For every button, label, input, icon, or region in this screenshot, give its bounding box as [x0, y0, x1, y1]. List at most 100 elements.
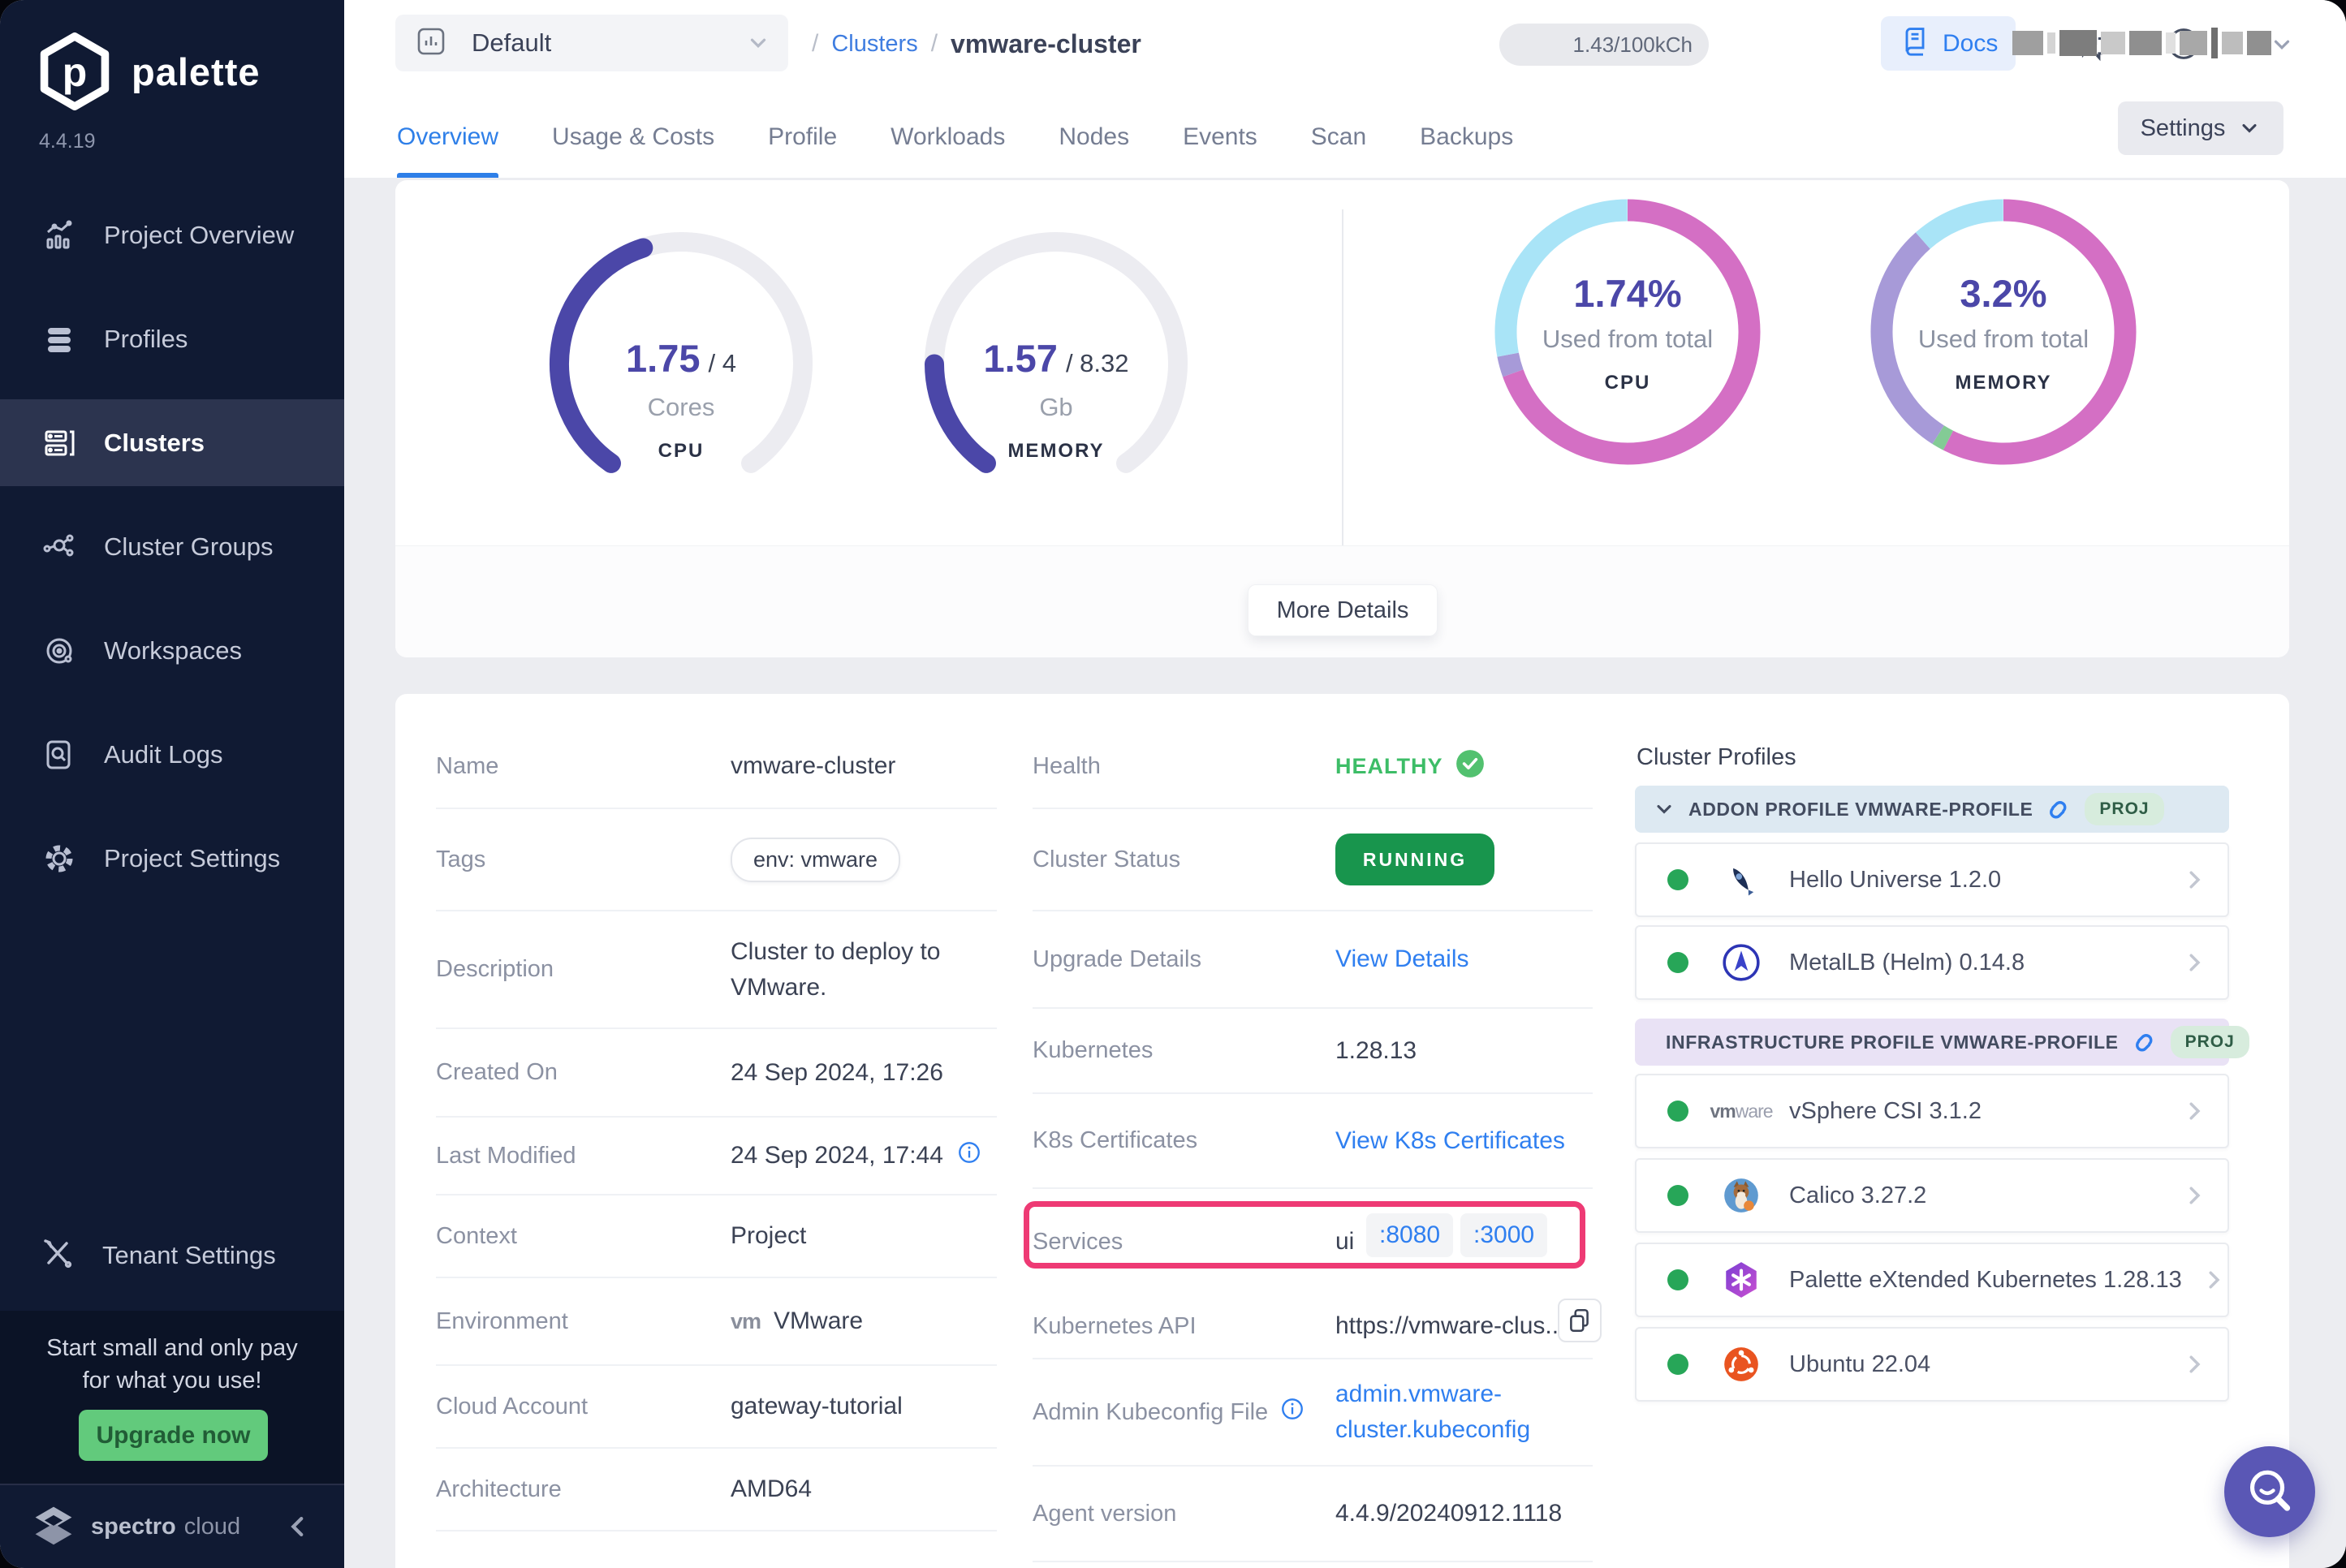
chevron-right-icon	[2182, 950, 2206, 975]
workspaces-orbit-icon	[41, 632, 78, 670]
more-details-row: More Details	[395, 545, 2289, 657]
detail-label: Kubernetes	[1033, 1037, 1154, 1063]
link-chain-icon[interactable]	[2046, 795, 2072, 825]
status-dot	[1667, 1269, 1688, 1290]
profile-layer-name: Ubuntu 22.04	[1789, 1350, 1931, 1377]
detail-row-context: Context Project	[436, 1195, 997, 1278]
tab-events[interactable]: Events	[1183, 123, 1257, 150]
created-on-value: 24 Sep 2024, 17:26	[731, 1058, 943, 1086]
view-k8s-certificates-link[interactable]: View K8s Certificates	[1335, 1126, 1565, 1154]
sidebar-menu: Project Overview Profiles Clusters Clust…	[0, 192, 344, 919]
overview-content: 1.75/ 4 Cores CPU 1.57/ 8.32 Gb MEMORY 1…	[344, 178, 2346, 1568]
sidebar-item-label: Audit Logs	[104, 739, 223, 769]
sidebar-item-project-settings[interactable]: Project Settings	[0, 815, 344, 902]
sidebar-item-workspaces[interactable]: Workspaces	[0, 607, 344, 694]
chevron-right-icon	[2182, 868, 2206, 892]
status-dot	[1667, 1354, 1688, 1375]
service-port-3000-link[interactable]: :3000	[1460, 1213, 1548, 1257]
sidebar-item-tenant-settings[interactable]: Tenant Settings	[0, 1212, 344, 1299]
proj-scope-badge: PROJ	[2085, 793, 2164, 825]
detail-row-cloud-account: Cloud Account gateway-tutorial	[436, 1366, 997, 1449]
project-selector[interactable]: Default	[395, 15, 788, 71]
profile-layer-ubuntu[interactable]: Ubuntu 22.04	[1635, 1327, 2229, 1402]
profile-layer-name: MetalLB (Helm) 0.14.8	[1789, 949, 2025, 976]
chevron-right-icon	[2182, 1352, 2206, 1376]
memory-unit: Gb	[1039, 393, 1073, 421]
profile-layer-hello-universe[interactable]: Hello Universe 1.2.0	[1635, 842, 2229, 917]
help-search-fab[interactable]	[2224, 1446, 2315, 1537]
breadcrumb-clusters-link[interactable]: Clusters	[831, 30, 918, 57]
link-chain-icon[interactable]	[2132, 1027, 2158, 1058]
last-modified-value: 24 Sep 2024, 17:44	[731, 1142, 943, 1169]
sidebar-item-audit-logs[interactable]: Audit Logs	[0, 711, 344, 798]
tab-scan[interactable]: Scan	[1310, 123, 1367, 150]
profile-layer-name: Hello Universe 1.2.0	[1789, 866, 2002, 893]
cloud-account-value: gateway-tutorial	[731, 1393, 903, 1419]
detail-row-kubernetes: Kubernetes 1.28.13	[1033, 1009, 1593, 1094]
detail-label: Upgrade Details	[1033, 946, 1201, 972]
bar-chart-icon	[413, 24, 449, 63]
project-selector-value: Default	[472, 28, 552, 57]
detail-row-created: Created On 24 Sep 2024, 17:26	[436, 1029, 997, 1118]
tab-overview[interactable]: Overview	[397, 96, 499, 178]
chevron-down-icon[interactable]	[2270, 32, 2294, 57]
tab-workloads[interactable]: Workloads	[891, 123, 1006, 150]
detail-label: Kubernetes API	[1033, 1312, 1197, 1339]
sidebar-item-profiles[interactable]: Profiles	[0, 295, 344, 382]
footer-brand-bold: spectro	[91, 1513, 176, 1540]
more-details-button[interactable]: More Details	[1248, 584, 1438, 636]
vmware-wordmark-icon: vm ware	[1710, 1100, 1773, 1122]
search-smile-icon	[2249, 1470, 2291, 1511]
memory-total-value: / 8.32	[1065, 349, 1129, 377]
sidebar-item-cluster-groups[interactable]: Cluster Groups	[0, 503, 344, 590]
chevron-down-icon	[2242, 123, 2257, 133]
view-details-link[interactable]: View Details	[1335, 946, 1469, 972]
sidebar-footer: spectro cloud	[0, 1484, 344, 1568]
palette-pxk-icon	[1719, 1258, 1763, 1302]
proj-scope-badge: PROJ	[2170, 1026, 2249, 1058]
settings-button[interactable]: Settings	[2118, 101, 2283, 155]
infrastructure-profile-header[interactable]: INFRASTRUCTURE PROFILE VMWARE-PROFILE PR…	[1635, 1019, 2249, 1066]
user-name-redacted[interactable]	[2012, 24, 2271, 62]
profile-layer-metallb[interactable]: MetalLB (Helm) 0.14.8	[1635, 925, 2229, 1000]
detail-label: Cloud Account	[436, 1393, 589, 1419]
profile-layer-calico[interactable]: Calico 3.27.2	[1635, 1158, 2229, 1233]
sidebar-item-label: Tenant Settings	[102, 1240, 276, 1269]
app-version: 4.4.19	[39, 130, 96, 153]
sidebar-item-clusters[interactable]: Clusters	[0, 399, 344, 486]
upgrade-now-button[interactable]: Upgrade now	[79, 1410, 268, 1461]
tab-bar: Overview Usage & Costs Profile Workloads…	[397, 96, 1513, 178]
detail-row-api: Kubernetes API https://vmware-clus...	[1033, 1294, 1593, 1359]
tab-backups[interactable]: Backups	[1420, 123, 1514, 150]
kubeconfig-download-link[interactable]: admin.vmware-cluster.kubeconfig	[1335, 1381, 1531, 1443]
copy-api-url-button[interactable]	[1558, 1299, 1602, 1342]
addon-profile-header[interactable]: ADDON PROFILE VMWARE-PROFILE PROJ	[1635, 786, 2229, 833]
vmware-vm-icon: vm	[731, 1308, 761, 1333]
service-port-8080-link[interactable]: :8080	[1366, 1213, 1454, 1257]
breadcrumb-separator: /	[930, 30, 938, 57]
tag-pill: env: vmware	[731, 837, 901, 882]
docs-label: Docs	[1943, 29, 1999, 57]
tab-profile[interactable]: Profile	[768, 123, 838, 150]
detail-label: K8s Certificates	[1033, 1127, 1198, 1153]
environment-value: VMware	[774, 1307, 864, 1334]
detail-label: Architecture	[436, 1475, 562, 1502]
service-name-value: ui	[1335, 1228, 1355, 1255]
profile-layer-vsphere-csi[interactable]: vm ware vSphere CSI 3.1.2	[1635, 1074, 2229, 1148]
collapse-sidebar-icon[interactable]	[284, 1513, 312, 1540]
detail-label: Services	[1033, 1228, 1123, 1255]
profile-layer-name: Calico 3.27.2	[1789, 1182, 1927, 1208]
docs-button[interactable]: Docs	[1881, 16, 2016, 71]
tab-usage-costs[interactable]: Usage & Costs	[552, 123, 715, 150]
docs-book-icon	[1899, 24, 1931, 63]
detail-row-tags: Tags env: vmware	[436, 809, 997, 911]
detail-row-health: Health HEALTHY	[1033, 725, 1593, 809]
info-icon[interactable]	[956, 1139, 982, 1172]
profile-layer-pxk[interactable]: Palette eXtended Kubernetes 1.28.13	[1635, 1243, 2229, 1317]
agent-version-value: 4.4.9/20240912.1118	[1335, 1500, 1563, 1527]
info-icon[interactable]	[1279, 1396, 1305, 1428]
tab-nodes[interactable]: Nodes	[1059, 123, 1130, 150]
memory-donut-label: MEMORY	[1955, 372, 2052, 394]
detail-label: Last Modified	[436, 1142, 576, 1169]
sidebar-item-project-overview[interactable]: Project Overview	[0, 192, 344, 278]
